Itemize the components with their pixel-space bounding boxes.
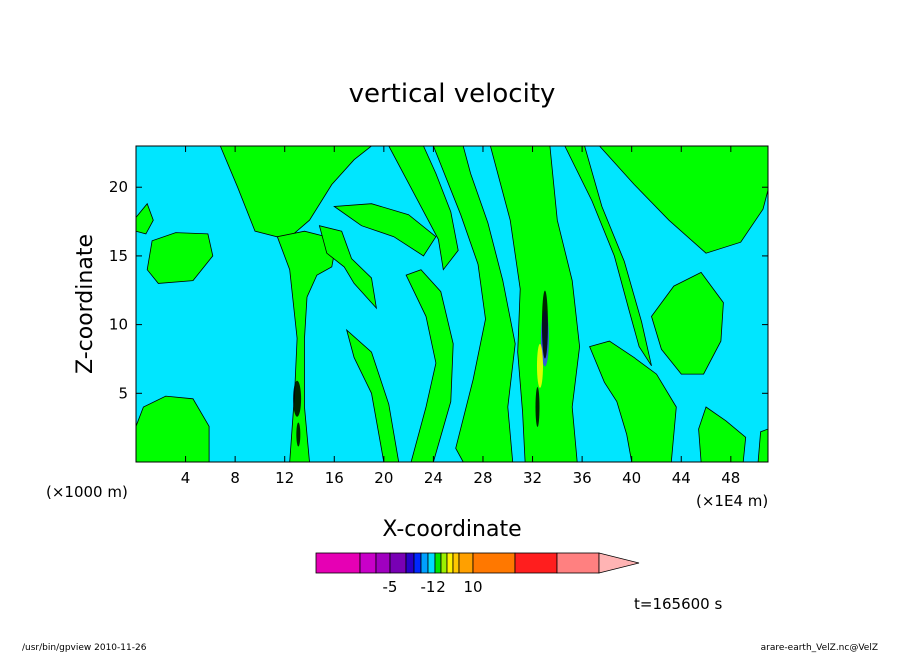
colorbar-swatch: [359, 552, 377, 574]
plot-frame: [135, 145, 769, 463]
x-tick-label: 40: [622, 469, 641, 487]
colorbar-swatch: [405, 552, 415, 574]
strong-updraft-core: [293, 380, 302, 417]
x-tick-label: 8: [230, 469, 240, 487]
colorbar-swatch: [420, 552, 429, 574]
colorbar-swatch: [434, 552, 442, 574]
positive-region: [564, 146, 652, 367]
y-tick-label: 20: [109, 178, 128, 196]
x-tick-label: 16: [325, 469, 344, 487]
chart-title: vertical velocity: [349, 79, 556, 109]
positive-region: [405, 269, 454, 462]
x-axis-label: X-coordinate: [382, 517, 521, 542]
strong-updraft-core: [535, 387, 540, 428]
positive-region: [651, 271, 724, 375]
positive-region: [136, 395, 210, 462]
x-tick-label: 20: [374, 469, 393, 487]
x-axis: 4 8 12 16 20 24 28 32 36 40 44 48: [181, 146, 740, 487]
x-tick-label: 24: [424, 469, 443, 487]
strong-updraft-core: [296, 422, 301, 447]
colorbar-swatch: [427, 552, 436, 574]
positive-region: [388, 146, 459, 271]
positive-region: [589, 340, 677, 462]
colorbar-tick-label: -1: [421, 578, 436, 596]
x-tick-label: 4: [181, 469, 191, 487]
y-tick-label: 15: [109, 247, 128, 265]
x-tick-label: 28: [473, 469, 492, 487]
colorbar-swatch: [458, 552, 474, 574]
colorbar-swatch: [389, 552, 407, 574]
colorbar: -5 -1 2 10: [315, 552, 640, 596]
x-tick-label: 48: [721, 469, 740, 487]
colorbar-swatch: [440, 552, 448, 574]
x-tick-label: 44: [672, 469, 691, 487]
y-tick-label: 5: [118, 384, 128, 402]
colorbar-swatch: [375, 552, 391, 574]
y-tick-label: 10: [109, 316, 128, 334]
y-axis-label: Z-coordinate: [73, 234, 98, 374]
velocity-field: [136, 146, 768, 462]
colorbar-swatch: [446, 552, 454, 574]
x-tick-label: 36: [573, 469, 592, 487]
positive-region: [345, 328, 400, 462]
positive-region: [698, 406, 747, 462]
positive-region: [318, 225, 378, 310]
positive-region: [432, 146, 516, 462]
time-label: t=165600 s: [634, 595, 722, 613]
positive-region: [598, 146, 768, 254]
positive-region: [146, 232, 214, 284]
footer-left: /usr/bin/gpview 2010-11-26: [22, 643, 147, 653]
colorbar-tick-label: 10: [463, 578, 482, 596]
colorbar-swatch: [556, 552, 600, 574]
x-unit-right: (×1E4 m): [696, 492, 768, 510]
colorbar-swatch: [472, 552, 516, 574]
positive-region: [333, 203, 437, 257]
x-tick-label: 32: [523, 469, 542, 487]
colorbar-swatch: [452, 552, 460, 574]
y-axis: 5 10 15 20: [109, 178, 768, 402]
colorbar-tick-label: -5: [383, 578, 398, 596]
footer-right: arare-earth_VelZ.nc@VelZ: [761, 643, 878, 653]
x-tick-label: 12: [275, 469, 294, 487]
colorbar-extension-arrow: [598, 552, 640, 574]
colorbar-swatch: [413, 552, 422, 574]
x-unit-left: (×1000 m): [46, 483, 128, 501]
colorbar-tick-label: 2: [436, 578, 446, 596]
colorbar-swatch: [315, 552, 361, 574]
positive-region: [489, 146, 581, 462]
positive-region: [757, 428, 768, 462]
plot-area: [135, 145, 769, 463]
colorbar-swatch: [514, 552, 558, 574]
strong-updraft-core: [536, 343, 543, 388]
strong-updraft-core: [541, 290, 548, 359]
positive-region: [136, 202, 154, 235]
positive-region: [136, 146, 373, 240]
